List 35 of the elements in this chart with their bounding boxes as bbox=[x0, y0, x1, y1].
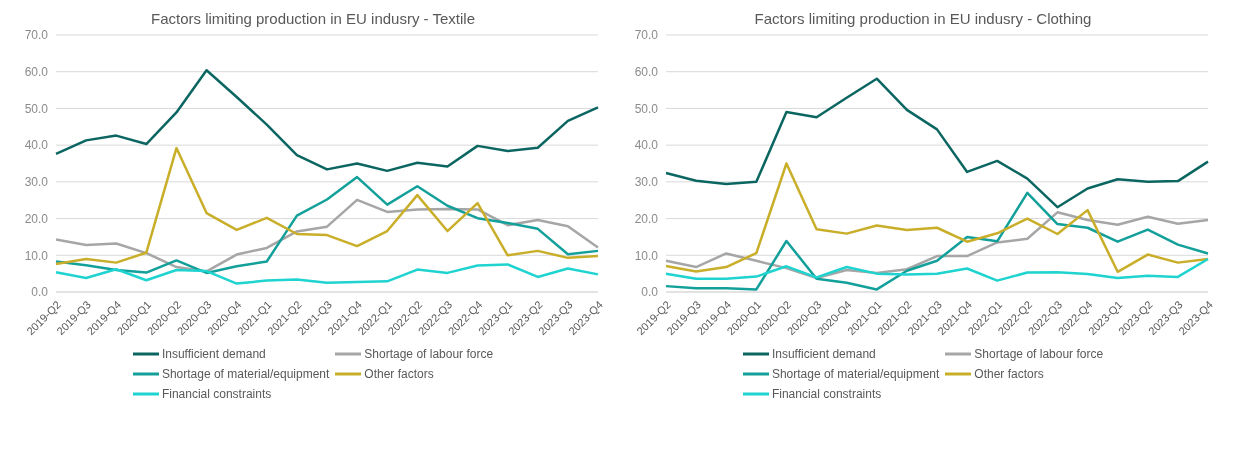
line-series bbox=[54, 175, 600, 275]
legend-label: Shortage of labour force bbox=[974, 347, 1104, 361]
y-tick-label: 40.0 bbox=[634, 138, 659, 153]
line-series bbox=[664, 257, 1210, 282]
line-series bbox=[54, 69, 600, 173]
line-series bbox=[664, 77, 1210, 209]
line-series bbox=[54, 146, 600, 266]
legend-label: Shortage of labour force bbox=[364, 347, 494, 361]
y-tick-label: 10.0 bbox=[24, 248, 49, 263]
legend-label: Financial constraints bbox=[771, 387, 882, 401]
line-series bbox=[54, 263, 600, 285]
legend-label: Shortage of material/equipment bbox=[771, 367, 940, 381]
y-tick-label: 50.0 bbox=[634, 101, 659, 116]
y-tick-label: 60.0 bbox=[24, 64, 49, 79]
y-tick-label: 30.0 bbox=[634, 175, 659, 190]
legend-label: Insufficient demand bbox=[161, 347, 266, 361]
y-tick-label: 70.0 bbox=[634, 28, 659, 43]
legend-label: Other factors bbox=[364, 367, 434, 381]
y-tick-label: 60.0 bbox=[634, 64, 659, 79]
line-series bbox=[664, 191, 1210, 291]
y-tick-label: 50.0 bbox=[24, 101, 49, 116]
y-tick-label: 20.0 bbox=[634, 211, 659, 226]
legend-label: Financial constraints bbox=[161, 387, 272, 401]
y-tick-label: 0.0 bbox=[31, 285, 49, 300]
legend-label: Insufficient demand bbox=[771, 347, 876, 361]
chart-title: Factors limiting production in EU indusry - Textile bbox=[150, 10, 476, 27]
y-tick-label: 10.0 bbox=[634, 248, 659, 263]
legend-label: Other factors bbox=[974, 367, 1044, 381]
legend-label: Shortage of material/equipment bbox=[161, 367, 330, 381]
y-tick-label: 30.0 bbox=[24, 175, 49, 190]
y-tick-label: 70.0 bbox=[24, 28, 49, 43]
y-tick-label: 0.0 bbox=[641, 285, 659, 300]
chart-title: Factors limiting production in EU indusry - Clothing bbox=[754, 10, 1092, 27]
y-tick-label: 40.0 bbox=[24, 138, 49, 153]
y-tick-label: 20.0 bbox=[24, 211, 49, 226]
